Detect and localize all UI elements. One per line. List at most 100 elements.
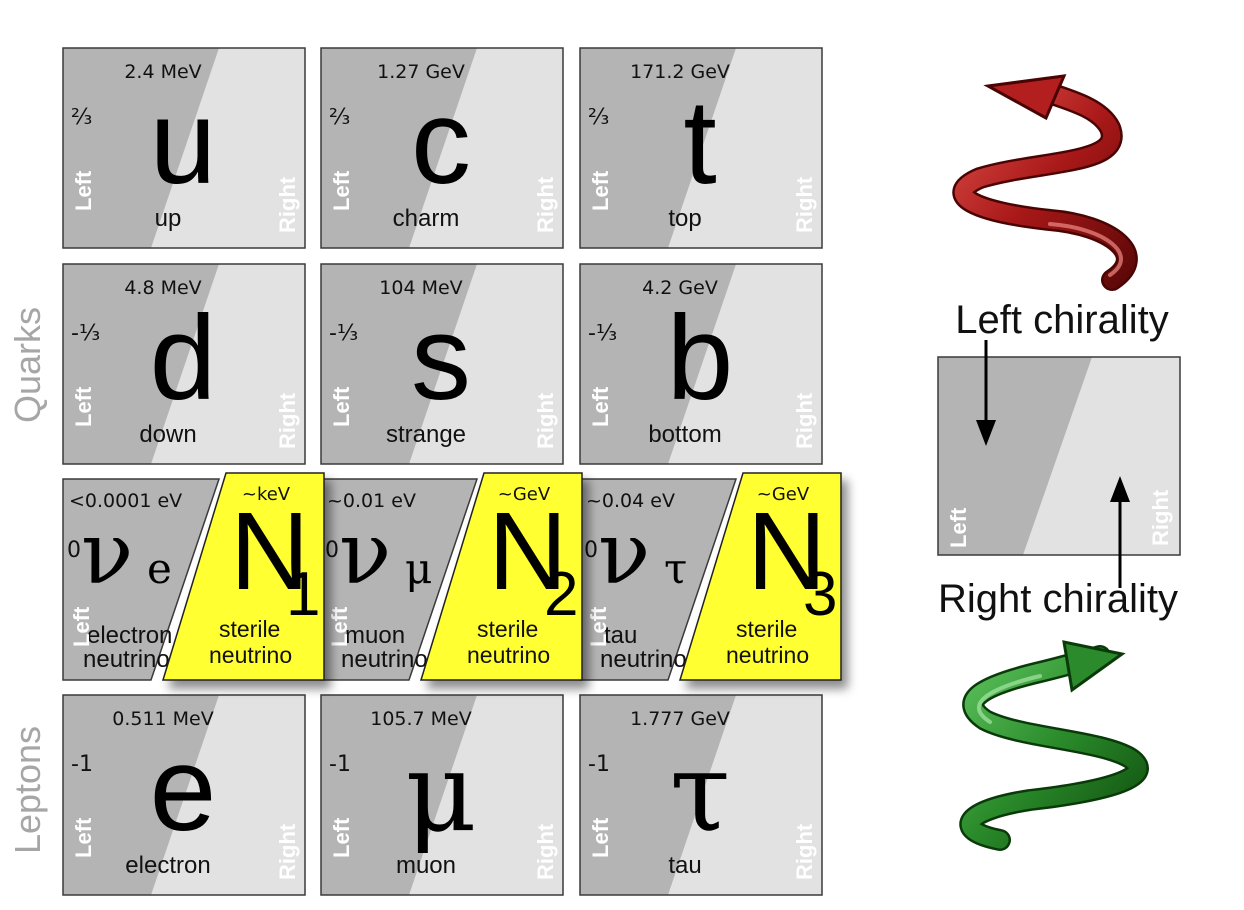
quarks-side-label: Quarks [7, 307, 48, 423]
particle-name: electron [125, 852, 210, 879]
right-chirality-label: Right [792, 392, 817, 449]
mass-label: 1.27 GeV [377, 61, 465, 83]
particle-name: tau [668, 852, 701, 879]
particle-symbol: c [411, 75, 471, 209]
left-chirality-spiral-icon [952, 74, 1138, 291]
legend-left-label: Left [946, 507, 971, 548]
quark-card-up: 2.4 MeV ²⁄₃ uup Left Right [62, 47, 306, 249]
mass-label: 0.511 MeV [112, 708, 214, 730]
right-chirality-spiral-icon [959, 640, 1149, 851]
mass-label: ~0.04 eV [586, 490, 675, 512]
left-chirality-label: Left chirality [955, 298, 1168, 342]
charge-label: 0 [584, 538, 598, 563]
sterile-name-line1: sterile [219, 616, 280, 642]
particle-symbol: τ [670, 728, 731, 856]
neutrino-name-line1: electron [87, 622, 172, 649]
neutrino-symbol: ν [339, 504, 391, 604]
neutrino-name-line2: neutrino [341, 646, 428, 673]
charge-label: ²⁄₃ [329, 105, 350, 130]
sterile-mass-label: ~keV [242, 484, 291, 505]
sterile-name-line2: neutrino [726, 642, 809, 668]
sterile-mass-label: ~GeV [757, 484, 810, 505]
sterile-name-line2: neutrino [467, 642, 550, 668]
sterile-symbol: N [488, 490, 567, 613]
charge-label: -1 [329, 752, 351, 777]
particle-name: charm [393, 205, 460, 232]
neutrino-symbol: ν [598, 504, 650, 604]
legend-right-label: Right [1148, 489, 1173, 546]
right-chirality-label: Right [792, 823, 817, 880]
sterile-mass-label: ~GeV [498, 484, 551, 505]
left-chirality-label: Left [69, 606, 94, 647]
left-chirality-label: Left [588, 386, 613, 427]
charge-label: 0 [67, 538, 81, 563]
sterile-symbol: N [747, 490, 826, 613]
neutrino-subscript: μ [405, 544, 432, 593]
neutrino-name-line2: neutrino [600, 646, 687, 673]
particle-name: muon [396, 852, 456, 879]
left-chirality-label: Left [588, 170, 613, 211]
particle-symbol: b [667, 291, 734, 425]
particle-symbol: d [150, 291, 217, 425]
particle-symbol: e [150, 722, 217, 856]
right-chirality-label: Right [533, 823, 558, 880]
mass-label: 105.7 MeV [370, 708, 472, 730]
particle-symbol: u [150, 75, 217, 209]
left-chirality-label: Left [329, 170, 354, 211]
left-chirality-label: Left [71, 817, 96, 858]
sterile-subscript: 2 [544, 560, 578, 629]
right-chirality-label: Right [275, 176, 300, 233]
particle-name: top [668, 205, 701, 232]
neutrino-name-line2: neutrino [83, 646, 170, 673]
neutrino-subscript: τ [664, 544, 687, 593]
mass-label: 4.8 MeV [124, 277, 201, 299]
right-chirality-label: Right chirality [938, 577, 1178, 621]
charge-label: -1 [588, 752, 610, 777]
neutrino-symbol: ν [81, 504, 133, 604]
left-chirality-label: Left [329, 817, 354, 858]
particle-name: bottom [648, 421, 721, 448]
charge-label: -¹⁄₃ [588, 321, 617, 346]
mass-label: 2.4 MeV [124, 61, 201, 83]
charge-label: ²⁄₃ [71, 105, 92, 130]
sterile-subscript: 3 [803, 560, 837, 629]
right-chirality-label: Right [533, 176, 558, 233]
particle-symbol: t [683, 75, 716, 209]
mass-label: 4.2 GeV [642, 277, 718, 299]
left-chirality-label: Left [71, 170, 96, 211]
charge-label: -¹⁄₃ [71, 321, 100, 346]
sterile-name-line1: sterile [736, 616, 797, 642]
left-chirality-label: Left [329, 386, 354, 427]
neutrino-name-line1: tau [604, 622, 637, 649]
particle-name: strange [386, 421, 466, 448]
particle-name: down [139, 421, 196, 448]
sterile-name-line1: sterile [477, 616, 538, 642]
right-chirality-label: Right [275, 392, 300, 449]
right-chirality-label: Right [792, 176, 817, 233]
sterile-subscript: 1 [286, 560, 320, 629]
mass-label: 171.2 GeV [630, 61, 730, 83]
mass-label: 104 MeV [379, 277, 462, 299]
left-chirality-label: Left [588, 817, 613, 858]
leptons-side-label: Leptons [7, 726, 48, 854]
left-chirality-label: Left [71, 386, 96, 427]
particle-symbol: μ [405, 728, 477, 856]
right-chirality-label: Right [533, 392, 558, 449]
particle-name: up [155, 205, 182, 232]
sterile-symbol: N [230, 490, 309, 613]
left-chirality-label: Left [586, 606, 611, 647]
left-chirality-label: Left [327, 606, 352, 647]
